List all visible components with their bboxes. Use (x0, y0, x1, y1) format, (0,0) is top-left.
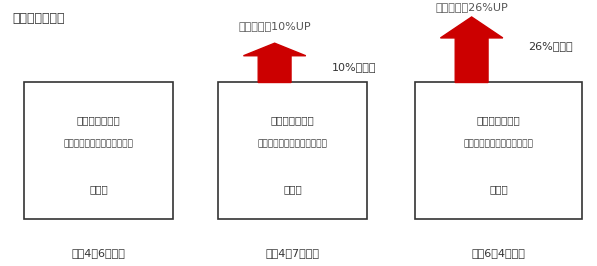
Text: 【令和４年６月までの料金】: 【令和４年６月までの料金】 (257, 139, 328, 148)
Text: 令和4年6月まで: 令和4年6月まで (72, 248, 125, 258)
Bar (218, 82, 367, 219)
FancyArrow shape (244, 43, 306, 82)
FancyArrow shape (441, 17, 503, 82)
Text: （Ａ）: （Ａ） (489, 184, 508, 194)
Text: （Ａ）から26%UP: （Ａ）から26%UP (435, 2, 508, 12)
Text: 【令和４年６月までの料金】: 【令和４年６月までの料金】 (463, 139, 534, 148)
Text: （Ａ）: （Ａ） (89, 184, 108, 194)
Text: 26%値上げ: 26%値上げ (528, 41, 573, 51)
Text: 令和4年7月から: 令和4年7月から (266, 248, 319, 258)
Text: 10%値上げ: 10%値上げ (331, 62, 376, 72)
Text: 令和6年4月から: 令和6年4月から (472, 248, 525, 258)
Text: （Ａ）: （Ａ） (283, 184, 302, 194)
Text: （Ａ）から10%UP: （Ａ）から10%UP (238, 21, 311, 31)
Text: 値上げ前の料金: 値上げ前の料金 (76, 116, 121, 126)
Bar (24, 82, 173, 219)
Text: 値上げ前の料金: 値上げ前の料金 (270, 116, 315, 126)
Text: 【令和４年６月までの料金】: 【令和４年６月までの料金】 (63, 139, 134, 148)
Text: 【イメージ図】: 【イメージ図】 (12, 12, 64, 25)
Text: 値上げ前の料金: 値上げ前の料金 (476, 116, 521, 126)
Bar (415, 82, 582, 219)
